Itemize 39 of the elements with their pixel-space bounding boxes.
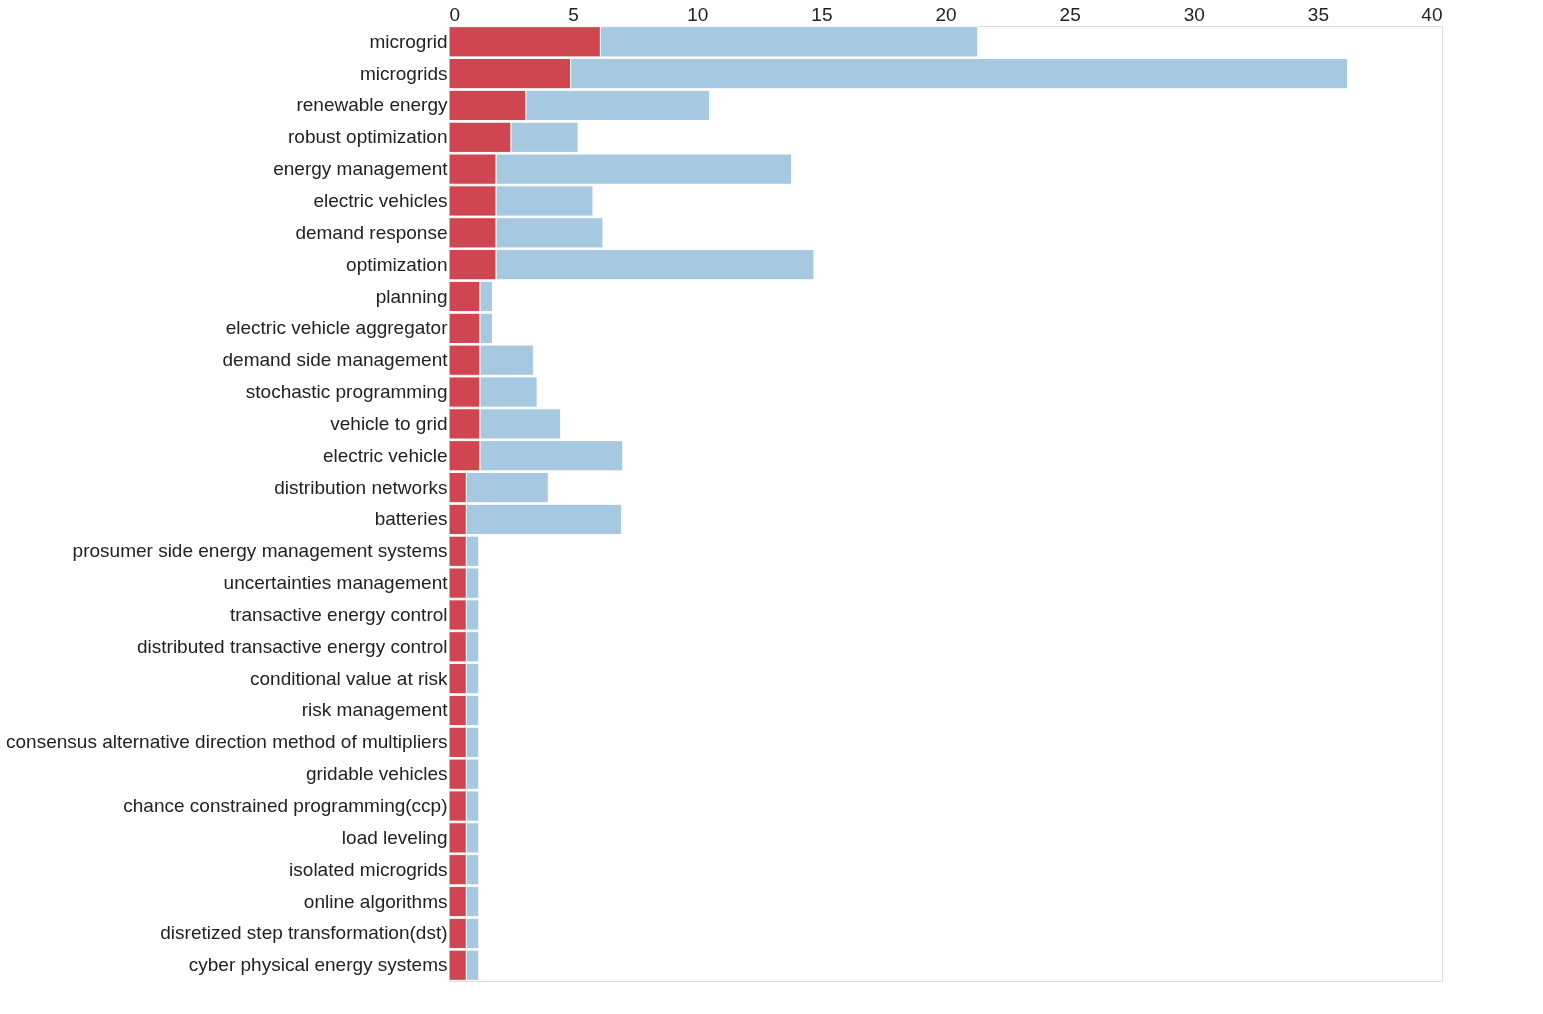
y-tick-label: distributed transactive energy control: [137, 635, 448, 657]
y-tick-label: electric vehicles: [313, 189, 448, 211]
x-tick-label: 25: [1059, 3, 1081, 25]
x-tick-label: 15: [811, 3, 833, 25]
x-tick-label: 35: [1307, 3, 1329, 25]
x-tick-label: 10: [687, 3, 709, 25]
y-tick-label: load leveling: [341, 826, 448, 848]
y-tick-label: microgrid: [369, 30, 448, 52]
y-tick-label: planning: [375, 285, 448, 307]
x-tick-label: 40: [1421, 3, 1443, 25]
y-tick-label: microgrids: [359, 62, 448, 84]
x-tick-label: 20: [935, 3, 957, 25]
y-tick-label: isolated microgrids: [289, 858, 448, 880]
y-tick-label: consensus alternative direction method of multipliers: [6, 731, 448, 753]
y-tick-label: disretized step transformation(dst): [160, 922, 448, 944]
y-tick-label: batteries: [374, 508, 448, 530]
y-tick-label: conditional value at risk: [250, 667, 448, 689]
y-tick-label: demand response: [295, 221, 448, 243]
y-tick-label: risk management: [301, 699, 449, 721]
y-tick-label: online algorithms: [303, 890, 448, 912]
y-tick-label: demand side management: [222, 349, 449, 371]
x-tick-label: 5: [568, 3, 579, 25]
x-tick-label: 30: [1183, 3, 1205, 25]
y-tick-label: vehicle to grid: [330, 412, 448, 434]
y-tick-label: electric vehicle aggregator: [225, 317, 449, 339]
y-tick-label: cyber physical energy systems: [188, 954, 448, 976]
y-tick-label: uncertainties management: [223, 572, 449, 594]
y-tick-label: prosumer side energy management systems: [72, 540, 448, 562]
y-tick-label: optimization: [346, 253, 448, 275]
y-tick-label: energy management: [273, 158, 449, 180]
y-tick-label: robust optimization: [288, 126, 448, 148]
x-tick-label: 0: [449, 3, 461, 25]
y-tick-label: chance constrained programming(ccp): [123, 795, 448, 817]
y-tick-label: electric vehicle: [322, 444, 448, 466]
y-tick-label: transactive energy control: [229, 603, 448, 625]
y-tick-label: gridable vehicles: [305, 763, 448, 785]
y-tick-label: stochastic programming: [245, 381, 448, 403]
y-tick-label: renewable energy: [296, 94, 448, 116]
y-tick-label: distribution networks: [274, 476, 448, 498]
